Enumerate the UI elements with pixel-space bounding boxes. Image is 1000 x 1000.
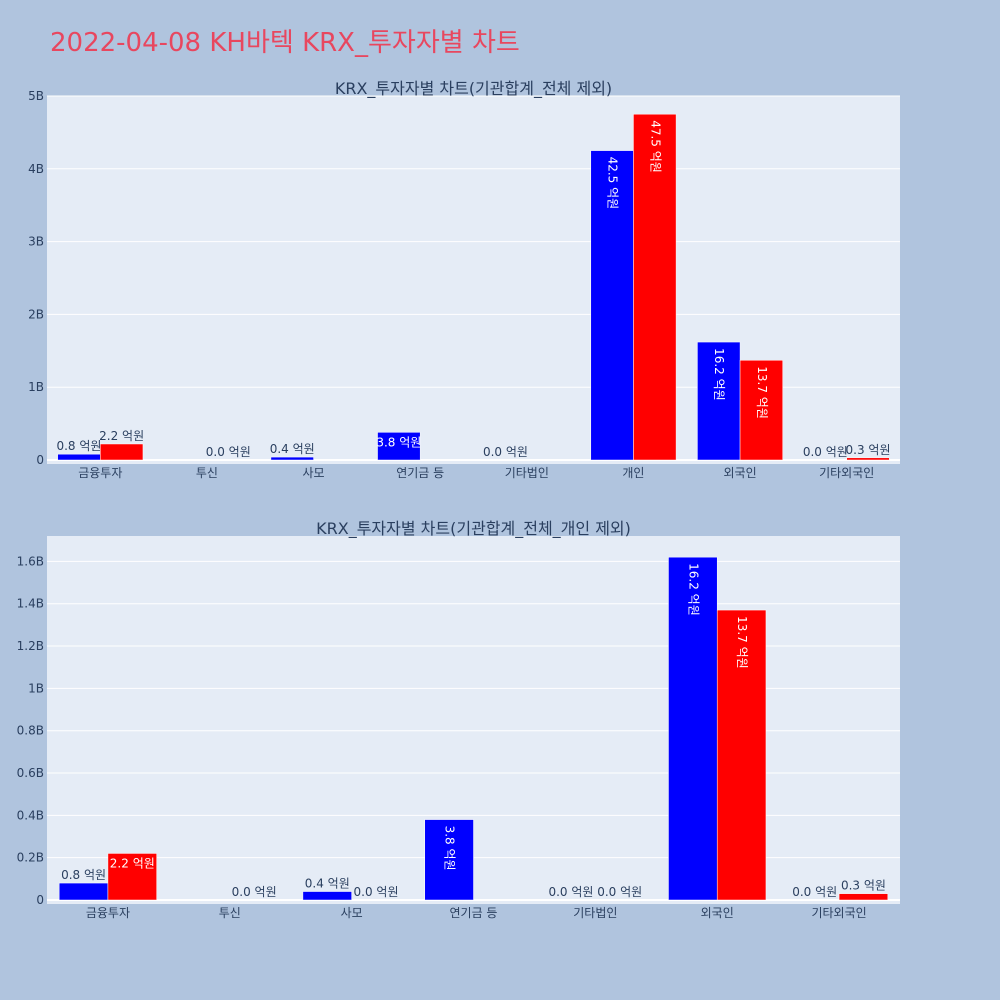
chart1-y-tick-label: 0 (36, 453, 44, 467)
chart2-bar (107, 853, 157, 901)
chart1-x-tick-label: 기타외국인 (819, 466, 874, 480)
chart2-y-tick-label: 1.6B (17, 554, 44, 568)
chart-1: 0 1B 2B 3B 4B 5B KRX_투자자별 차트(기관합계_전체 제외) 0.8 억원… (28, 79, 900, 480)
chart1-data-label: 42.5 억원 (606, 157, 620, 210)
chart2-y-tick-label: 0.4B (17, 808, 44, 822)
chart2-x-tick-label: 투신 (219, 906, 241, 920)
chart1-bar (100, 443, 144, 461)
chart1-x-tick-label: 투신 (196, 466, 218, 480)
chart1-y-tick-label: 3B (28, 235, 44, 249)
chart1-bar (590, 150, 634, 461)
chart1-data-label: 0.3 억원 (846, 443, 891, 457)
chart1-data-label: 47.5 억원 (648, 120, 662, 173)
chart1-x-tick-label: 사모 (303, 466, 325, 480)
chart2-x-tick-label: 연기금 등 (450, 906, 498, 920)
chart1-x-tick-label: 개인 (622, 466, 644, 480)
chart2-data-label: 0.0 억원 (232, 885, 277, 899)
chart2-data-label: 0.4 억원 (305, 877, 350, 891)
chart1-bar (377, 432, 421, 461)
chart2-y-tick-label: 0.6B (17, 766, 44, 780)
chart1-bar (846, 457, 890, 461)
chart2-y-tick-label: 1.2B (17, 639, 44, 653)
chart2-data-label: 0.0 억원 (354, 885, 399, 899)
chart1-bar (270, 456, 314, 461)
chart1-x-tick-label: 외국인 (724, 466, 757, 480)
chart2-data-label: 16.2 억원 (686, 563, 700, 616)
chart2-data-label: 0.0 억원 (792, 885, 837, 899)
chart2-bar (838, 893, 889, 901)
chart2-bar (58, 882, 109, 901)
chart2-y-tick-label: 0.2B (17, 851, 44, 865)
chart1-data-label: 2.2 억원 (99, 429, 144, 443)
chart1-data-label: 0.8 억원 (56, 439, 101, 453)
chart2-x-tick-label: 기타외국인 (811, 906, 866, 920)
chart1-data-label: 0.0 억원 (803, 445, 848, 459)
chart1-data-label: 0.0 억원 (206, 445, 251, 459)
chart2-y-tick-label: 1.4B (17, 597, 44, 611)
chart2-data-label: 0.8 억원 (61, 868, 106, 882)
chart2-bar (302, 891, 352, 901)
chart1-y-tick-label: 1B (28, 380, 44, 394)
chart1-x-tick-label: 금융투자 (78, 466, 122, 480)
chart1-title: KRX_투자자별 차트(기관합계_전체 제외) (335, 79, 612, 99)
chart1-data-label: 13.7 억원 (755, 366, 769, 419)
chart1-x-tick-label: 기타법인 (505, 466, 549, 480)
chart2-bar (668, 556, 718, 901)
chart2-data-label: 0.0 억원 (597, 885, 642, 899)
page-title: 2022-04-08 KH바텍 KRX_투자자별 차트 (50, 28, 520, 58)
chart2-data-label: 13.7 억원 (735, 616, 749, 669)
chart2-bar (424, 819, 474, 901)
chart1-data-label: 0.4 억원 (270, 442, 315, 456)
chart1-y-tick-label: 2B (28, 307, 44, 321)
chart1-y-tick-label: 4B (28, 162, 44, 176)
chart1-x-tick-label: 연기금 등 (396, 466, 444, 480)
chart2-y-tick-label: 0.8B (17, 724, 44, 738)
chart2-title: KRX_투자자별 차트(기관합계_전체_개인 제외) (316, 519, 631, 539)
chart2-x-tick-label: 외국인 (701, 906, 734, 920)
chart2-y-tick-label: 1B (28, 681, 44, 695)
chart2-x-tick-label: 금융투자 (86, 906, 130, 920)
chart1-bar (633, 113, 677, 461)
chart1-data-label: 16.2 억원 (712, 348, 726, 401)
chart2-data-label: 2.2 억원 (110, 856, 155, 870)
chart2-data-label: 3.8 억원 (443, 826, 457, 871)
chart2-y-tick-label: 0 (36, 893, 44, 907)
chart1-bar (739, 360, 783, 461)
chart1-data-label: 0.0 억원 (483, 445, 528, 459)
chart1-bar (697, 341, 741, 461)
chart1-y-tick-label: 5B (28, 89, 44, 103)
chart2-bar (716, 609, 767, 901)
chart2-x-tick-label: 기타법인 (573, 906, 617, 920)
chart2-data-label: 0.0 억원 (548, 885, 593, 899)
chart2-data-label: 0.3 억원 (841, 879, 886, 893)
chart2-x-tick-label: 사모 (341, 906, 363, 920)
chart1-data-label: 3.8 억원 (376, 435, 421, 449)
